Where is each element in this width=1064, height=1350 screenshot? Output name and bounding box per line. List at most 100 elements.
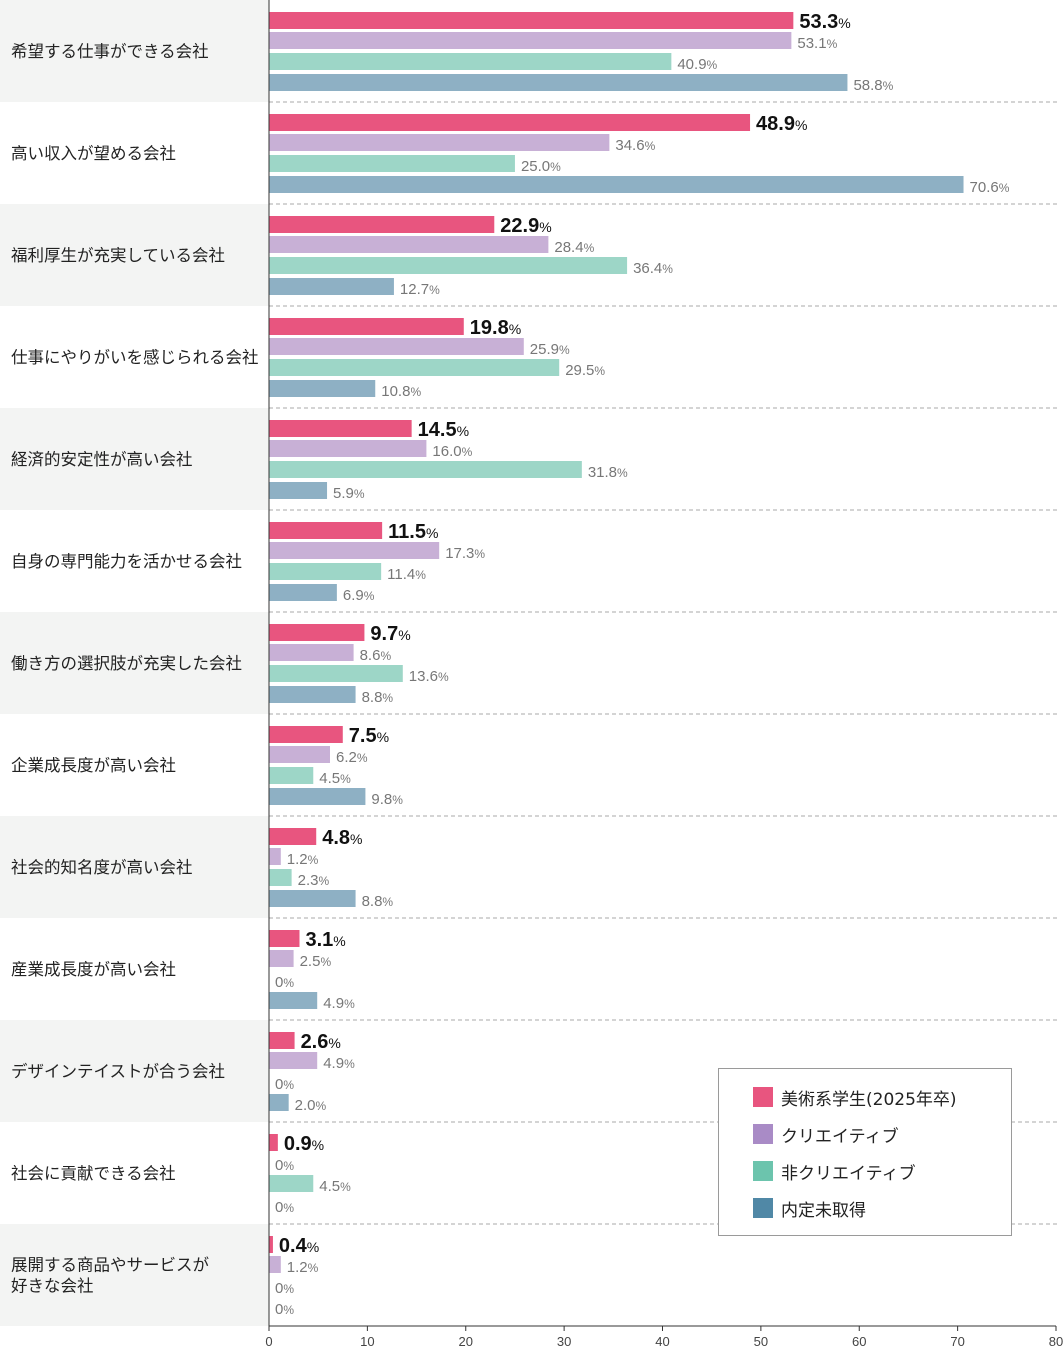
- value-label: 0%: [275, 1157, 294, 1174]
- bar: [269, 584, 337, 601]
- bar: [269, 665, 403, 682]
- x-tick-label: 30: [557, 1334, 571, 1349]
- legend-label-creative: クリエイティブ: [781, 1126, 899, 1147]
- legend-label-art-students: 美術系学生(2025年卒): [781, 1089, 957, 1110]
- bar: [269, 176, 964, 193]
- value-label: 3.1%: [305, 929, 345, 951]
- bar: [269, 788, 366, 805]
- bar: [269, 644, 354, 661]
- category-label: 希望する仕事ができる会社: [11, 42, 209, 61]
- value-label: 17.3%: [445, 545, 485, 562]
- category-label: 自身の専門能力を活かせる会社: [11, 552, 242, 571]
- value-label: 40.9%: [677, 56, 717, 73]
- category-band: [0, 816, 269, 918]
- category-label: 高い収入が望める会社: [11, 144, 176, 163]
- x-tick-label: 80: [1049, 1334, 1063, 1349]
- value-label: 48.9%: [756, 113, 807, 135]
- value-label: 0%: [275, 1076, 294, 1093]
- value-label: 34.6%: [615, 137, 655, 154]
- value-label: 2.5%: [300, 953, 332, 970]
- value-label: 58.8%: [853, 77, 893, 94]
- x-tick-label: 20: [459, 1334, 473, 1349]
- category-band: [0, 408, 269, 510]
- bar: [269, 828, 317, 845]
- bar: [269, 257, 628, 274]
- value-label: 53.3%: [799, 11, 850, 33]
- x-tick-label: 70: [950, 1334, 964, 1349]
- category-label: デザインテイストが合う会社: [11, 1061, 225, 1081]
- category-label: 経済的安定性が高い会社: [11, 450, 193, 469]
- bar: [269, 522, 383, 539]
- bar: [269, 278, 394, 295]
- value-label: 4.8%: [322, 827, 362, 849]
- bar: [269, 1236, 273, 1253]
- bar: [269, 746, 330, 763]
- chart-legend: 美術系学生(2025年卒) クリエイティブ 非クリエイティブ 内定未取得: [718, 1068, 1012, 1236]
- legend-swatch-no-offer: [753, 1198, 773, 1218]
- bar: [269, 318, 464, 335]
- bar: [269, 563, 382, 580]
- value-label: 8.8%: [362, 893, 394, 910]
- value-label: 0%: [275, 1301, 294, 1318]
- bar: [269, 1134, 278, 1151]
- category-label: 企業成長度が高い会社: [11, 756, 176, 775]
- value-label: 10.8%: [381, 383, 421, 400]
- bar: [269, 1052, 318, 1069]
- value-label: 14.5%: [418, 419, 469, 441]
- bar: [269, 338, 524, 355]
- value-label: 0%: [275, 1280, 294, 1297]
- bar: [269, 686, 356, 703]
- legend-item-non-creative: 非クリエイティブ: [753, 1159, 916, 1184]
- bar: [269, 1032, 295, 1049]
- bar: [269, 216, 495, 233]
- value-label: 4.9%: [323, 995, 355, 1012]
- value-label: 19.8%: [470, 317, 521, 339]
- category-label: 社会的知名度が高い会社: [11, 858, 193, 877]
- bar: [269, 950, 294, 967]
- value-label: 2.6%: [301, 1031, 341, 1053]
- value-label: 31.8%: [588, 464, 628, 481]
- value-label: 8.6%: [360, 647, 392, 664]
- value-label: 1.2%: [287, 1259, 319, 1276]
- bar: [269, 236, 549, 253]
- value-label: 53.1%: [797, 35, 837, 52]
- value-label: 29.5%: [565, 362, 605, 379]
- value-label: 4.5%: [319, 1178, 351, 1195]
- bar: [269, 1175, 314, 1192]
- category-band: [0, 1224, 269, 1326]
- value-label: 7.5%: [349, 725, 389, 747]
- value-label: 4.9%: [323, 1055, 355, 1072]
- value-label: 11.5%: [388, 521, 438, 543]
- bar: [269, 848, 281, 865]
- bar: [269, 482, 328, 499]
- value-label: 25.9%: [530, 341, 570, 358]
- x-tick-label: 0: [265, 1334, 272, 1349]
- bar: [269, 930, 300, 947]
- category-label: 産業成長度が高い会社: [11, 960, 176, 979]
- category-band: [0, 204, 269, 306]
- legend-item-creative: クリエイティブ: [753, 1122, 899, 1147]
- legend-swatch-art-students: [753, 1087, 773, 1107]
- value-label: 0.9%: [284, 1133, 324, 1155]
- bar: [269, 74, 848, 91]
- category-band: [0, 0, 269, 102]
- legend-item-no-offer: 内定未取得: [753, 1196, 866, 1221]
- value-label: 2.0%: [295, 1097, 327, 1114]
- value-label: 9.8%: [371, 791, 403, 808]
- value-label: 4.5%: [319, 770, 351, 787]
- bar: [269, 542, 440, 559]
- bar: [269, 890, 356, 907]
- bar: [269, 869, 292, 886]
- value-label: 8.8%: [362, 689, 394, 706]
- bar: [269, 461, 582, 478]
- value-label: 25.0%: [521, 158, 561, 175]
- value-label: 9.7%: [370, 623, 410, 645]
- x-tick-label: 60: [852, 1334, 866, 1349]
- bar: [269, 992, 318, 1009]
- bar: [269, 114, 751, 131]
- bar: [269, 32, 792, 49]
- bar: [269, 1094, 289, 1111]
- x-tick-label: 50: [754, 1334, 768, 1349]
- legend-swatch-creative: [753, 1124, 773, 1144]
